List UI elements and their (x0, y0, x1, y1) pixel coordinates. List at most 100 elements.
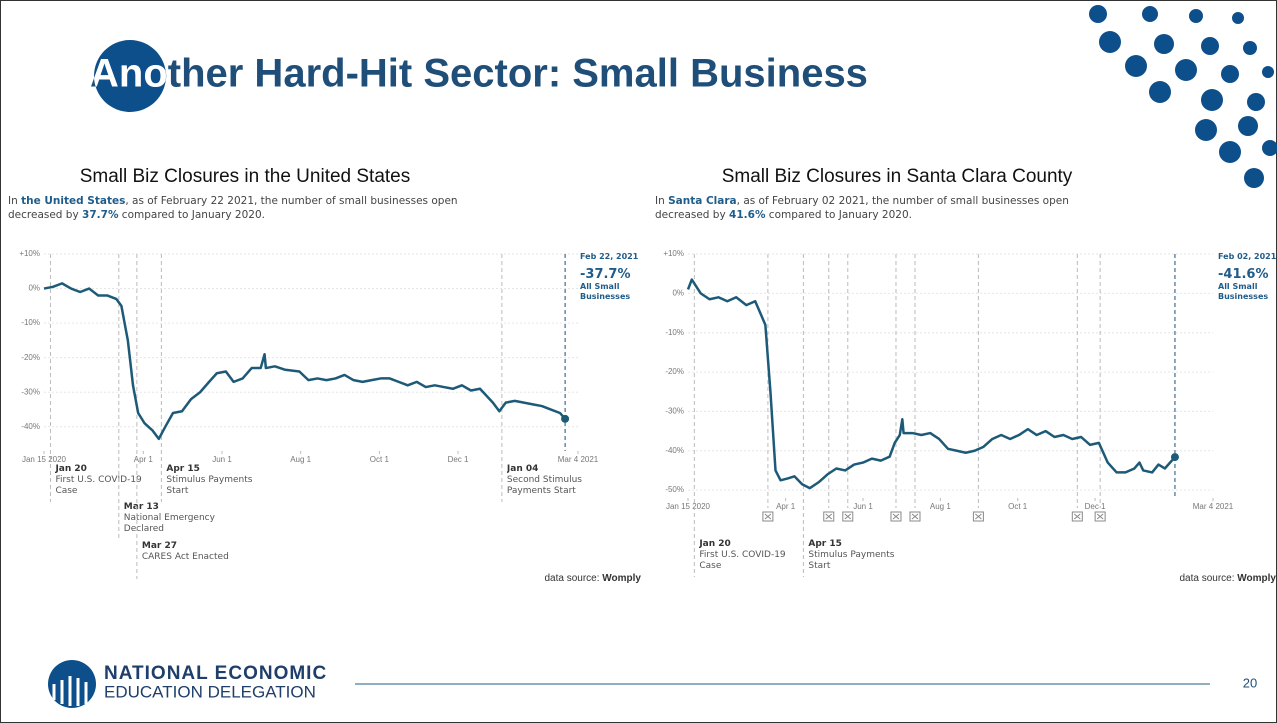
y-tick-label: -20% (665, 367, 684, 376)
chart-title: Small Biz Closures in Santa Clara County (722, 166, 1073, 187)
org-name-1: NATIONAL ECONOMIC (104, 663, 327, 684)
y-tick-label: -40% (665, 446, 684, 455)
y-tick-label: -40% (21, 422, 40, 431)
annotation-date: Jan 20 (699, 539, 731, 549)
event-icon-cross (975, 513, 982, 520)
annotation-date: Jan 04 (506, 464, 539, 474)
end-label: Feb 22, 2021 -37.7% All Small Businesses (580, 252, 642, 302)
x-tick-label: Mar 4 2021 (1193, 502, 1234, 511)
event-icon (972, 511, 984, 522)
annotation-text: Second Stimulus Payments Start (506, 475, 582, 496)
y-tick-label: -10% (21, 318, 40, 327)
annotation-date: Mar 13 (123, 502, 159, 512)
chart-title: Small Biz Closures in the United States (80, 166, 411, 187)
subtitle: In the United States, as of February 22 … (8, 194, 468, 222)
subtitle: In Santa Clara, as of February 02 2021, … (655, 194, 1075, 222)
annotation-text: Stimulus Payments Start (166, 475, 253, 496)
annotation-date: Apr 15 (808, 539, 842, 549)
subtitle-part: , as of February 02 2021, the number of … (655, 195, 1069, 221)
end-value: -41.6% (1218, 267, 1269, 282)
annotation-text: Stimulus Payments Start (808, 550, 895, 571)
x-tick-label: Oct 1 (1008, 502, 1028, 511)
x-tick-label: Aug 1 (290, 455, 311, 464)
annotation: Jan 20 First U.S. COVID-19 Case (699, 539, 799, 572)
x-tick-label: Jan 15 2020 (666, 502, 711, 511)
x-tick-label: Aug 1 (930, 502, 951, 511)
annotation: Apr 15 Stimulus Payments Start (166, 464, 266, 497)
x-tick-label: Apr 1 (134, 455, 154, 464)
x-tick-label: Dec 1 (1085, 502, 1106, 511)
chart: Small Biz Closures in the United States I… (8, 166, 642, 584)
y-tick-label: 0% (672, 288, 684, 297)
event-icon (842, 511, 854, 522)
event-icon-cross (844, 513, 852, 520)
logo-bars (52, 676, 88, 706)
end-point (1170, 453, 1179, 462)
source-name: Womply (1237, 573, 1276, 584)
subtitle-box: In Santa Clara, as of February 02 2021, … (655, 194, 1075, 222)
chart: Small Biz Closures in Santa Clara County… (655, 166, 1277, 584)
annotation: Mar 13 National Emergency Declared (124, 502, 224, 535)
subtitle-box: In the United States, as of February 22 … (8, 194, 468, 222)
decor-dots (1089, 5, 1277, 188)
event-icon-cross (764, 513, 772, 520)
data-source: data source: Womply (1179, 573, 1276, 584)
title-circle (94, 40, 166, 112)
annotation-text: First U.S. COVID-19 Case (699, 550, 786, 571)
x-tick-label: Jun 1 (212, 455, 232, 464)
subtitle-part: In (655, 195, 669, 207)
annotation: Jan 04 Second Stimulus Payments Start (507, 464, 607, 497)
subtitle-part: 37.7% (82, 209, 119, 221)
end-date: Feb 22, 2021 (580, 252, 639, 261)
legend-entry: All Small Businesses (1218, 282, 1269, 301)
y-tick-label: -30% (21, 387, 40, 396)
annotation-text: National Emergency Declared (123, 513, 215, 534)
subtitle-part: 41.6% (729, 209, 766, 221)
source-prefix: data source: (544, 573, 599, 584)
subtitle-part: , as of February 22 2021, the number of … (8, 195, 458, 221)
annotation: Mar 27 CARES Act Enacted (142, 541, 242, 563)
subtitle-part: compared to January 2020. (765, 209, 912, 221)
annotation-text: First U.S. COVID-19 Case (55, 475, 142, 496)
y-tick-label: 0% (28, 284, 40, 293)
subtitle-part: In (8, 195, 22, 207)
x-tick-label: Jun 1 (853, 502, 873, 511)
y-tick-label: +10% (663, 249, 684, 258)
x-tick-label: Mar 4 2021 (558, 455, 599, 464)
org-name-2: EDUCATION DELEGATION (104, 682, 316, 701)
end-date: Feb 02, 2021 (1218, 252, 1277, 261)
event-icon (909, 511, 921, 522)
annotation: Jan 20 First U.S. COVID-19 Case (55, 464, 155, 497)
footer: NATIONAL ECONOMIC EDUCATION DELEGATION 2… (48, 660, 1257, 708)
annotation-date: Apr 15 (166, 464, 200, 474)
slide-title: Another Hard-Hit Sector: Small Business (90, 52, 868, 96)
series-line (43, 282, 567, 441)
subtitle-part: Santa Clara (668, 195, 737, 207)
series-line (686, 278, 1176, 490)
annotation: Apr 15 Stimulus Payments Start (808, 539, 908, 572)
x-tick-label: Jan 15 2020 (22, 455, 67, 464)
subtitle-part: compared to January 2020. (118, 209, 265, 221)
end-label: Feb 02, 2021 -41.6% All Small Businesses (1218, 252, 1277, 302)
annotation-date: Mar 27 (141, 541, 177, 551)
event-icon-cross (892, 513, 900, 520)
annotation-date: Jan 20 (55, 464, 87, 474)
event-icon-cross (1096, 513, 1104, 520)
event-icon (762, 511, 774, 522)
x-tick-label: Dec 1 (448, 455, 469, 464)
y-tick-label: -50% (665, 485, 684, 494)
source-name: Womply (602, 573, 641, 584)
event-icon-cross (1073, 513, 1081, 520)
data-source: data source: Womply (544, 573, 641, 584)
subtitle-part: the United States (21, 195, 126, 207)
